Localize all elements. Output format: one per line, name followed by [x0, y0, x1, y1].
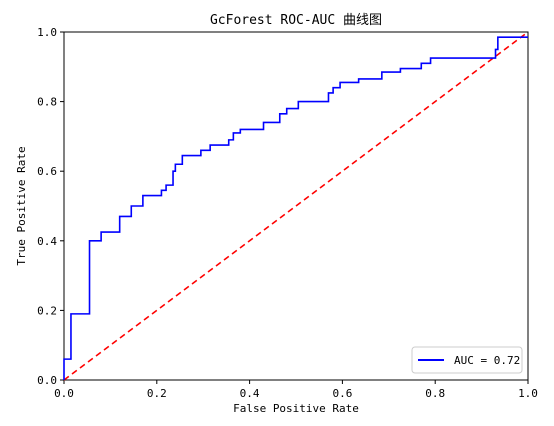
y-tick-label: 0.2 [37, 304, 57, 317]
y-tick-label: 0.0 [37, 374, 57, 387]
roc-curve-line [63, 36, 528, 380]
legend-label-auc: AUC = 0.72 [454, 354, 520, 367]
x-tick-label: 0.6 [332, 387, 352, 400]
x-tick-label: 1.0 [518, 387, 538, 400]
legend-box [411, 346, 523, 374]
chance-diagonal-line [63, 31, 529, 381]
chart-title: GcForest ROC-AUC 曲线图 [210, 13, 382, 28]
x-axis-ticks: 0.0 0.2 0.4 0.6 0.8 1.0 [54, 380, 538, 400]
y-tick-label: 0.6 [37, 165, 57, 178]
x-tick-label: 0.0 [54, 387, 74, 400]
y-tick-label: 0.4 [37, 235, 57, 248]
y-axis-ticks: 0.0 0.2 0.4 0.6 0.8 1.0 [37, 26, 64, 387]
series-layer [63, 31, 529, 381]
x-tick-label: 0.4 [240, 387, 260, 400]
x-axis-label: False Positive Rate [233, 402, 359, 415]
x-tick-label: 0.2 [147, 387, 167, 400]
legend: AUC = 0.72 [411, 346, 523, 374]
plot-frame [63, 31, 529, 381]
y-tick-label: 1.0 [37, 26, 57, 39]
x-tick-label: 0.8 [425, 387, 445, 400]
y-axis-label: True Positive Rate [15, 146, 28, 265]
y-tick-label: 0.8 [37, 96, 57, 109]
